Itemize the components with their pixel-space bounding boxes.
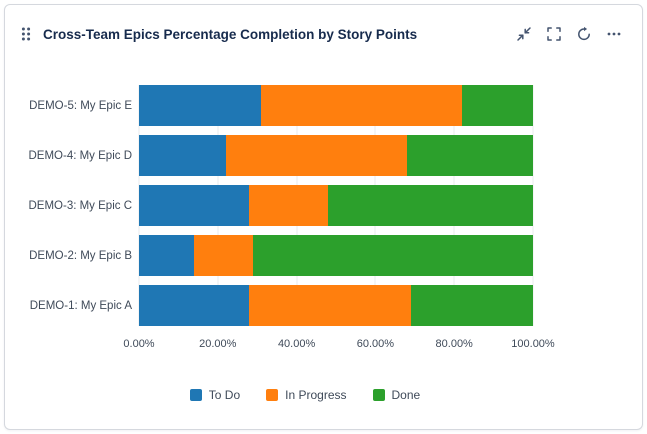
bar-track: [139, 285, 533, 326]
bar-segment-done[interactable]: [462, 85, 533, 126]
bar-segment-done[interactable]: [410, 285, 533, 326]
legend-label: Done: [391, 388, 421, 402]
legend-label: To Do: [208, 388, 241, 402]
bar-segment-to-do[interactable]: [139, 235, 195, 276]
bar-segment-in-progress[interactable]: [225, 135, 407, 176]
drag-handle[interactable]: [17, 24, 35, 44]
x-axis-tick-label: 20.00%: [199, 338, 237, 350]
gridline: [532, 85, 534, 326]
chart-row: DEMO-2: My Epic B: [21, 235, 533, 276]
stacked-bar-chart: DEMO-5: My Epic E DEMO-4: My Epic D DEMO-3…: [21, 85, 555, 402]
refresh-icon: [578, 26, 590, 41]
bar-track: [139, 135, 533, 176]
chart-row: DEMO-5: My Epic E: [21, 85, 533, 126]
x-axis-tick-label: 100.00%: [511, 338, 555, 350]
bar-track: [139, 85, 533, 126]
fullscreen-button[interactable]: [544, 24, 564, 44]
legend-swatch-to-do: [189, 389, 202, 401]
legend-item-done[interactable]: Done: [372, 388, 421, 402]
bar-track: [139, 235, 533, 276]
x-axis-tick-label: 60.00%: [356, 338, 395, 350]
bar-track: [139, 185, 533, 226]
legend-item-in-progress[interactable]: In Progress: [266, 388, 347, 402]
bar-segment-done[interactable]: [328, 185, 533, 226]
legend-item-to-do[interactable]: To Do: [189, 388, 241, 402]
x-axis-tick-label: 0.00%: [123, 338, 155, 350]
chart-row: DEMO-1: My Epic A: [21, 285, 533, 326]
x-axis: 0.00% 20.00% 40.00% 60.00% 80.00% 100.00%: [123, 338, 554, 352]
x-axis-tick-label: 40.00%: [277, 338, 316, 350]
legend: To Do In Progress Done: [49, 388, 561, 402]
bar-segment-to-do[interactable]: [139, 85, 262, 126]
bar-segment-to-do[interactable]: [139, 135, 226, 176]
card-toolbar: [514, 24, 624, 44]
fullscreen-icon: [547, 27, 561, 41]
bar-segment-to-do[interactable]: [139, 285, 250, 326]
drag-handle-icon: [21, 27, 31, 41]
y-axis-label: DEMO-3: My Epic C: [28, 199, 132, 212]
collapse-button[interactable]: [514, 24, 534, 44]
bar-segment-in-progress[interactable]: [194, 235, 254, 276]
more-icon: [607, 32, 621, 36]
legend-swatch-in-progress: [266, 389, 279, 401]
dashboard-widget-card: Cross-Team Epics Percentage Completion b…: [4, 4, 643, 430]
y-axis-label: DEMO-5: My Epic E: [29, 99, 132, 112]
chart-row: DEMO-3: My Epic C: [21, 185, 533, 226]
x-axis-tick-label: 80.00%: [435, 338, 473, 350]
legend-swatch-done: [372, 389, 385, 401]
y-axis-label: DEMO-4: My Epic D: [28, 149, 132, 162]
widget-title: Cross-Team Epics Percentage Completion b…: [43, 26, 418, 42]
bar-segment-in-progress[interactable]: [261, 85, 463, 126]
bar-segment-in-progress[interactable]: [249, 285, 411, 326]
bar-segment-done[interactable]: [253, 235, 533, 276]
refresh-button[interactable]: [574, 24, 594, 44]
more-button[interactable]: [604, 24, 624, 44]
y-axis-label: DEMO-2: My Epic B: [29, 249, 132, 262]
chart-row: DEMO-4: My Epic D: [21, 135, 533, 176]
card-header: Cross-Team Epics Percentage Completion b…: [5, 5, 642, 47]
collapse-icon: [517, 27, 531, 41]
bar-segment-in-progress[interactable]: [249, 185, 329, 226]
y-axis-label: DEMO-1: My Epic A: [29, 299, 132, 312]
legend-label: In Progress: [285, 388, 347, 402]
plot-area: DEMO-5: My Epic E DEMO-4: My Epic D DEMO-3…: [21, 85, 534, 326]
bar-segment-done[interactable]: [406, 135, 533, 176]
bar-segment-to-do[interactable]: [139, 185, 250, 226]
